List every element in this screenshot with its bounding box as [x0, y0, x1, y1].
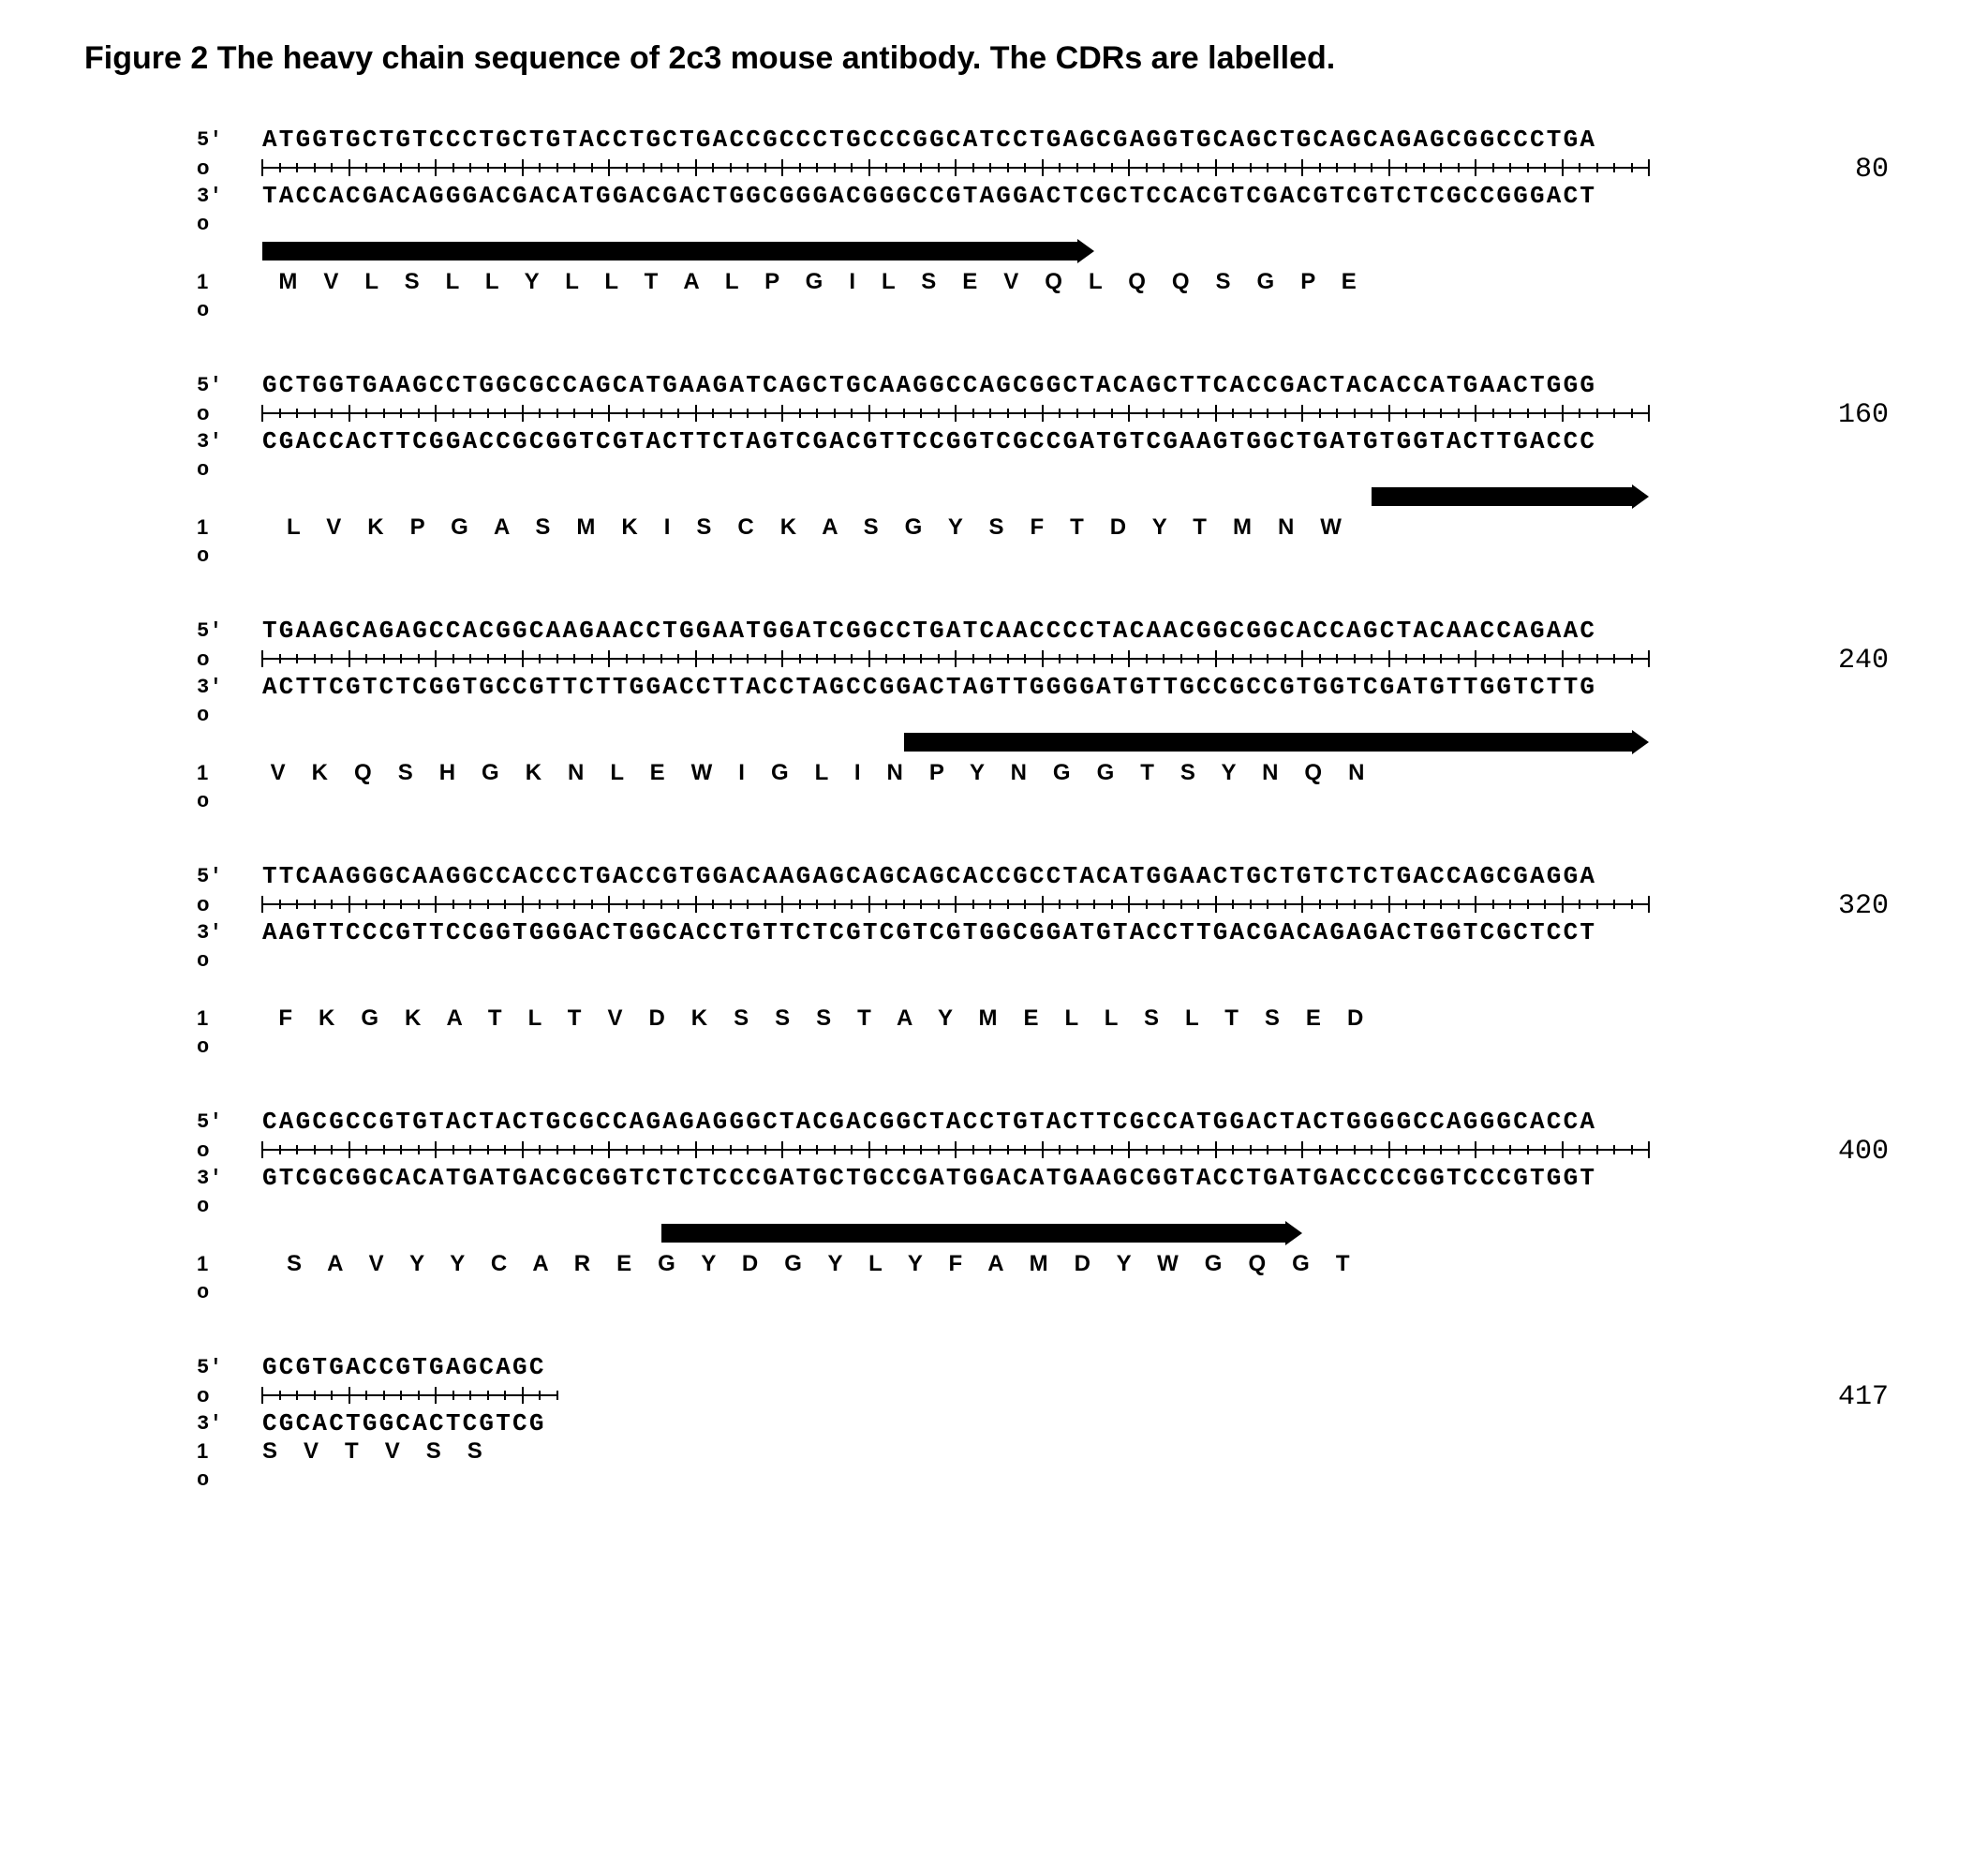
cdr-arrow-icon [1632, 484, 1649, 509]
sequence-block: 5'TGAAGCAGAGCCACGGCAAGAACCTGGAATGGATCGGC… [56, 617, 1917, 815]
sequence-three-prime: CGCACTGGCACTCGTCG [262, 1409, 546, 1437]
row-label-o: o [56, 156, 262, 180]
sequence-five-prime: ATGGTGCTGTCCCTGCTGTACCTGCTGACCGCCCTGCCCG… [262, 126, 1596, 154]
sequence-block: 5'CAGCGCCGTGTACTACTGCGCCAGAGAGGGCTACGACG… [56, 1108, 1917, 1306]
row-label-three-prime: 3' [56, 185, 262, 208]
sequence-block: 5'ATGGTGCTGTCCCTGCTGTACCTGCTGACCGCCCTGCC… [56, 126, 1917, 324]
position-number: 240 [1838, 645, 1889, 677]
row-label-o: o [56, 647, 262, 671]
amino-acid-sequence: M V L S L L Y L L T A L P G I L S E V Q … [262, 269, 1358, 295]
sequence-three-prime: TACCACGACAGGGACGACATGGACGACTGGCGGGACGGGC… [262, 182, 1596, 210]
sequence-block: 5'TTCAAGGGCAAGGCCACCCTGACCGTGGACAAGAGCAG… [56, 862, 1917, 1061]
row-label-three-prime: 3' [56, 1412, 262, 1436]
position-number: 320 [1838, 890, 1889, 922]
sequence-five-prime: GCTGGTGAAGCCTGGCGCCAGCATGAAGATCAGCTGCAAG… [262, 371, 1596, 399]
row-label-one: 1 [56, 1252, 262, 1276]
row-label-three-prime: 3' [56, 430, 262, 454]
row-label-o: o [56, 1281, 262, 1304]
cdr-arrow-icon [1077, 239, 1094, 263]
cdr-arrow-icon [1285, 1221, 1302, 1245]
position-number: 417 [1838, 1381, 1889, 1413]
cdr-bar [262, 242, 1077, 261]
cdr-arrow-icon [1632, 730, 1649, 754]
row-label-o: o [56, 790, 262, 813]
sequence-five-prime: GCGTGACCGTGAGCAGC [262, 1353, 546, 1381]
row-label-o: o [56, 1035, 262, 1059]
row-label-o: o [56, 1195, 262, 1218]
row-label-five-prime: 5' [56, 619, 262, 643]
row-label-one: 1 [56, 270, 262, 294]
row-label-one: 1 [56, 1439, 262, 1464]
row-label-five-prime: 5' [56, 128, 262, 152]
amino-acid-sequence: V K Q S H G K N L E W I G L I N P Y N G … [262, 760, 1366, 786]
position-number: 160 [1838, 399, 1889, 431]
row-label-five-prime: 5' [56, 1356, 262, 1379]
row-label-five-prime: 5' [56, 374, 262, 397]
row-label-one: 1 [56, 1006, 262, 1031]
row-label-o: o [56, 401, 262, 425]
row-label-o: o [56, 704, 262, 727]
cdr-bar [661, 1224, 1286, 1243]
row-label-o: o [56, 213, 262, 236]
amino-acid-sequence: S A V Y Y C A R E G Y D G Y L Y F A M D … [262, 1251, 1351, 1277]
amino-acid-sequence: F K G K A T L T V D K S S S T A Y M E L … [262, 1005, 1365, 1032]
row-label-one: 1 [56, 515, 262, 540]
amino-acid-sequence: S V T V S S [262, 1438, 484, 1465]
sequence-five-prime: CAGCGCCGTGTACTACTGCGCCAGAGAGGGCTACGACGGC… [262, 1108, 1596, 1136]
sequence-block: 5'GCGTGACCGTGAGCAGCo4173'CGCACTGGCACTCGT… [56, 1353, 1917, 1494]
amino-acid-sequence: L V K P G A S M K I S C K A S G Y S F T … [262, 514, 1343, 541]
sequence-three-prime: CGACCACTTCGGACCGCGGTCGTACTTCTAGTCGACGTTC… [262, 427, 1596, 455]
row-label-o: o [56, 544, 262, 568]
sequence-block: 5'GCTGGTGAAGCCTGGCGCCAGCATGAAGATCAGCTGCA… [56, 371, 1917, 570]
sequence-three-prime: ACTTCGTCTCGGTGCCGTTCTTGGACCTTACCTAGCCGGA… [262, 673, 1596, 701]
cdr-bar [1372, 487, 1632, 506]
row-label-three-prime: 3' [56, 676, 262, 699]
position-number: 400 [1838, 1136, 1889, 1168]
row-label-o: o [56, 1468, 262, 1492]
row-label-o: o [56, 458, 262, 482]
figure-title: Figure 2 The heavy chain sequence of 2c3… [84, 37, 1583, 79]
sequence-three-prime: AAGTTCCCGTTCCGGTGGGACTGGCACCTGTTCTCGTCGT… [262, 918, 1596, 946]
position-number: 80 [1855, 154, 1889, 186]
row-label-o: o [56, 949, 262, 973]
sequence-five-prime: TTCAAGGGCAAGGCCACCCTGACCGTGGACAAGAGCAGCA… [262, 862, 1596, 890]
sequence-three-prime: GTCGCGGCACATGATGACGCGGTCTCTCCCGATGCTGCCG… [262, 1164, 1596, 1192]
cdr-bar [904, 733, 1633, 752]
row-label-three-prime: 3' [56, 921, 262, 945]
sequence-five-prime: TGAAGCAGAGCCACGGCAAGAACCTGGAATGGATCGGCCT… [262, 617, 1596, 645]
sequence-figure: 5'ATGGTGCTGTCCCTGCTGTACCTGCTGACCGCCCTGCC… [56, 126, 1917, 1494]
row-label-o: o [56, 1383, 262, 1407]
row-label-o: o [56, 892, 262, 916]
row-label-o: o [56, 1138, 262, 1162]
row-label-five-prime: 5' [56, 865, 262, 888]
row-label-five-prime: 5' [56, 1110, 262, 1134]
row-label-one: 1 [56, 761, 262, 785]
row-label-three-prime: 3' [56, 1167, 262, 1190]
row-label-o: o [56, 299, 262, 322]
